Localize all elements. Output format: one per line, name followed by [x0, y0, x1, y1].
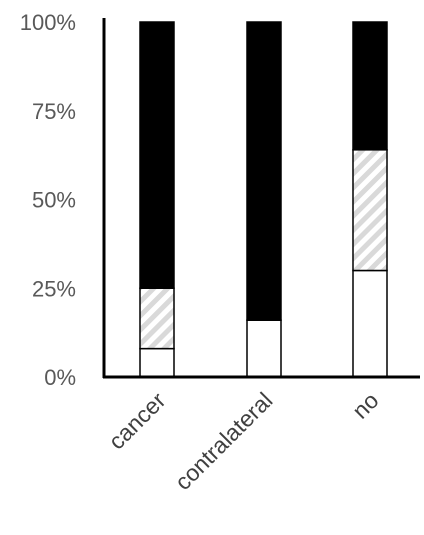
x-category-label: no	[347, 387, 383, 423]
y-tick-label: 0%	[44, 365, 76, 390]
y-tick-label: 25%	[32, 276, 76, 301]
bars	[139, 21, 388, 378]
bar-segment	[246, 319, 282, 378]
y-tick-label: 100%	[20, 10, 76, 35]
x-axis-categories: cancer contralateral no	[103, 387, 383, 495]
x-category-label: contralateral	[170, 387, 278, 495]
bar-segment	[352, 149, 388, 272]
axes	[102, 18, 420, 379]
bar-segment	[139, 287, 175, 350]
bar-segment	[139, 21, 175, 289]
bar-segment	[352, 21, 388, 151]
bar-segment	[139, 347, 175, 378]
y-tick-label: 50%	[32, 188, 76, 213]
y-tick-label: 75%	[32, 99, 76, 124]
x-category-label: cancer	[103, 387, 170, 454]
bar-segment	[246, 21, 282, 321]
bar-segment	[352, 269, 388, 378]
y-axis-ticks: 0% 25% 50% 75% 100%	[20, 10, 76, 390]
